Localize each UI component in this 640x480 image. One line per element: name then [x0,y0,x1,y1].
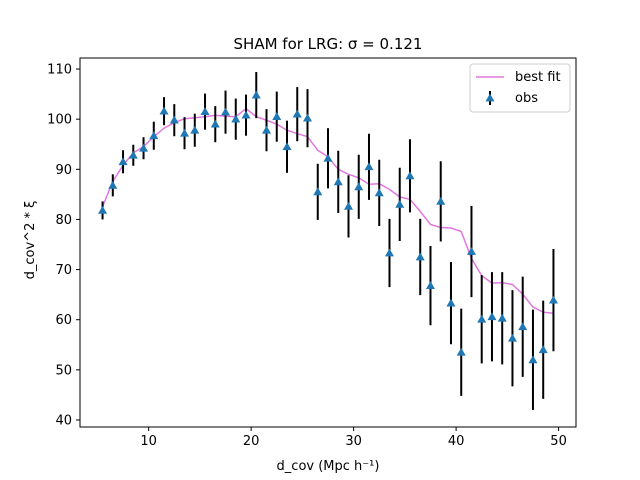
obs-point [200,107,210,116]
obs-point [446,298,456,307]
y-axis: 40 50 60 70 80 90 100 110 [47,63,80,428]
obs-point [323,153,333,162]
obs-point [262,125,272,134]
obs-point [507,333,517,342]
obs-point [384,248,394,257]
y-tick-label: 100 [47,113,72,128]
y-tick-label: 110 [47,63,72,78]
obs-point [313,187,323,196]
legend-label-obs: obs [515,91,538,106]
obs-point [169,115,179,124]
y-axis-label: d_cov^2 * ξ [23,201,38,280]
obs-point [425,281,435,289]
obs-point [221,107,231,116]
obs-point [303,113,313,122]
y-tick-label: 70 [55,263,72,278]
plot-area [79,57,577,428]
y-tick-label: 60 [55,313,72,328]
obs-point [364,162,374,171]
obs-point [477,314,487,323]
legend-box [469,63,571,113]
x-tick-label: 40 [448,434,465,449]
y-tick-label: 90 [55,163,72,178]
axes-frame [79,57,577,428]
obs-point [528,355,538,364]
obs-point [395,199,405,208]
obs-point [343,201,353,210]
obs-point [128,150,138,159]
obs-point [538,345,548,354]
x-tick-label: 50 [550,434,567,449]
obs-point [251,90,261,99]
obs-point [190,125,200,134]
legend-marker-swatch [485,93,495,102]
obs-point [149,131,159,140]
y-tick-label: 80 [55,213,72,228]
obs-point [118,157,128,166]
obs-point [292,109,302,118]
obs-point [108,180,118,189]
obs-point [466,247,476,255]
legend: best fit obs [469,63,571,113]
obs-point [180,128,190,137]
legend-label-best-fit: best fit [515,70,561,85]
x-axis: 10 20 30 40 50 [140,427,567,449]
obs-point [374,188,384,197]
obs-point [241,110,251,119]
x-tick-label: 20 [243,434,260,449]
obs-point [333,177,343,186]
obs-point [456,347,466,356]
obs-point [497,313,507,322]
obs-point [415,252,425,261]
obs-point [159,106,169,115]
obs-point [436,196,446,205]
obs-point [231,114,241,123]
x-tick-label: 10 [140,434,157,449]
obs-point [139,143,149,152]
obs-point [548,295,558,304]
obs-point [210,119,220,128]
chart-title: SHAM for LRG: σ = 0.121 [234,35,423,53]
y-tick-label: 40 [55,413,72,428]
obs-point [405,171,415,180]
obs-point [354,182,364,191]
y-tick-label: 50 [55,363,72,378]
x-tick-label: 30 [345,434,362,449]
obs-point [487,312,497,321]
obs-point [518,322,528,331]
obs-point [98,205,108,214]
x-axis-label: d_cov (Mpc h⁻¹) [277,459,380,474]
obs-point [272,112,282,121]
obs-point [282,142,292,151]
